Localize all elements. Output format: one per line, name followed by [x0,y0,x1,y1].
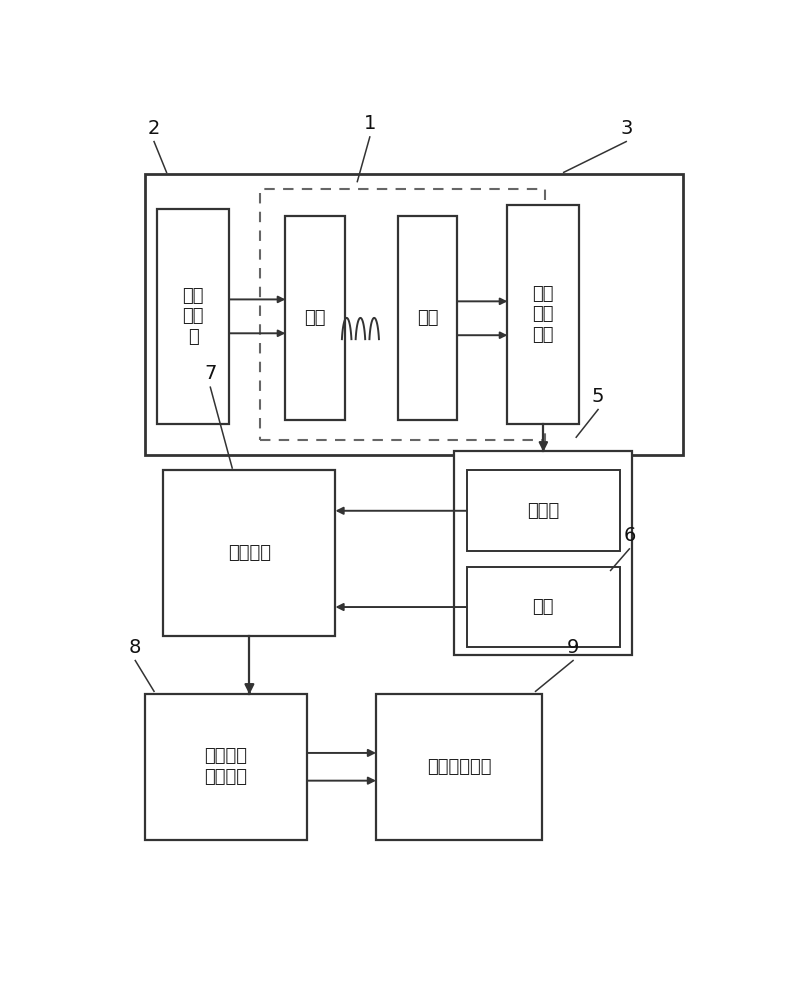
Text: 社区健康
数据中心: 社区健康 数据中心 [204,747,248,786]
Text: 6: 6 [623,526,636,545]
Bar [466,470,620,551]
Text: 5: 5 [592,387,604,406]
Text: 医疗
传感
器: 医疗 传感 器 [182,287,204,346]
Text: 7: 7 [204,364,216,383]
Bar [376,694,541,840]
Text: 电极: 电极 [304,309,326,327]
Text: 8: 8 [129,638,141,657]
Bar [157,209,229,424]
Text: 电极: 电极 [417,309,438,327]
Bar [454,451,633,655]
Text: 3: 3 [620,119,633,138]
Text: 2: 2 [148,119,161,138]
Bar [163,470,336,636]
Text: 9: 9 [567,638,579,657]
Text: 公共网络: 公共网络 [228,544,271,562]
Bar [261,189,545,440]
Bar [144,174,683,455]
Bar [144,694,307,840]
Bar [508,205,579,424]
Text: 1: 1 [364,114,376,133]
Text: 私人
健康
助手: 私人 健康 助手 [533,285,554,344]
Bar [466,567,620,647]
Text: 专业医护人员: 专业医护人员 [427,758,491,776]
Bar [398,216,458,420]
Text: 手机: 手机 [533,598,554,616]
Text: 路由器: 路由器 [527,502,559,520]
Bar [286,216,345,420]
